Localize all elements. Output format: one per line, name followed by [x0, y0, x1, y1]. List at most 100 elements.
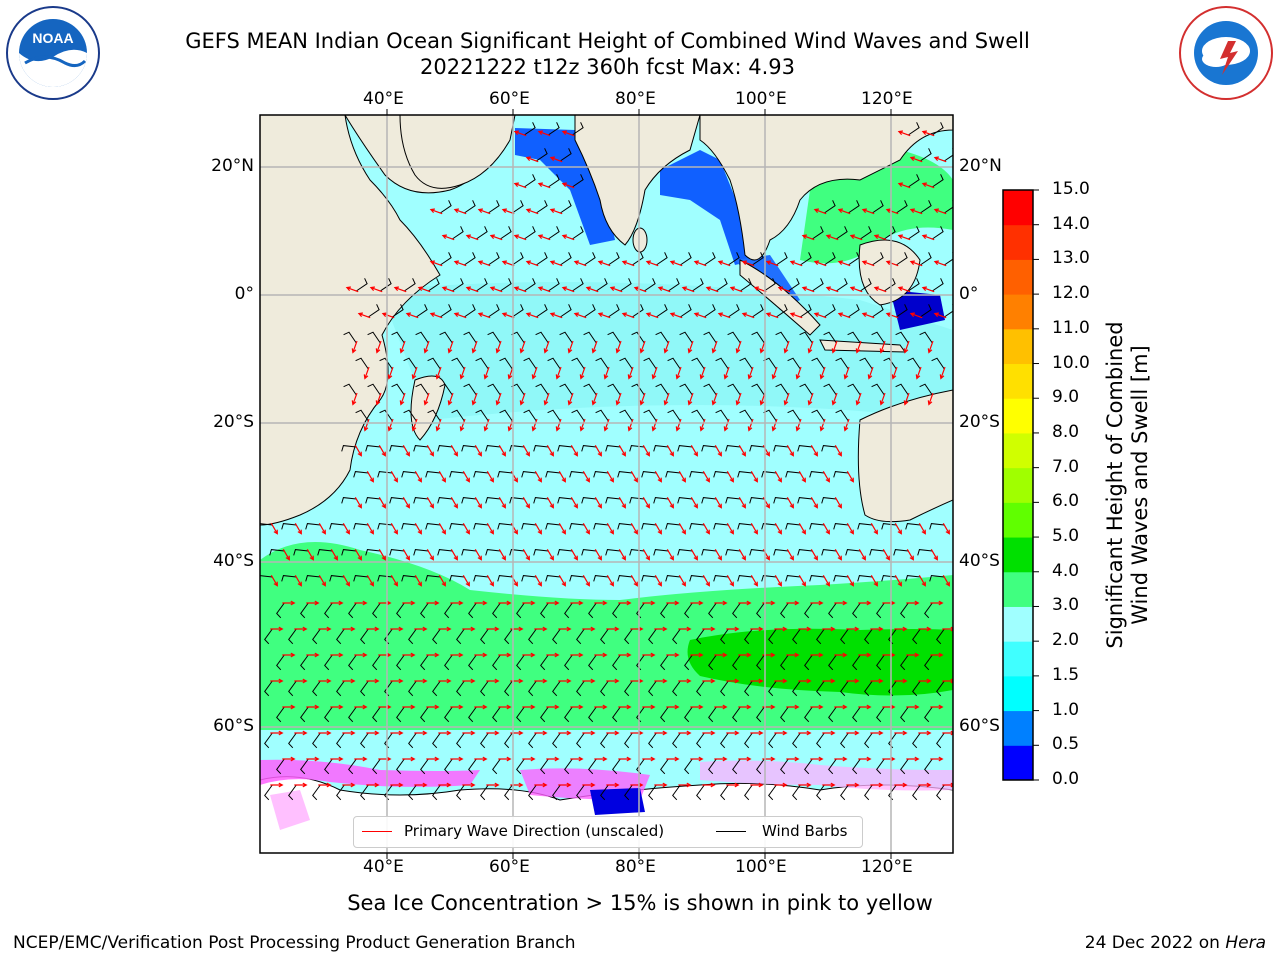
wave-arrow — [306, 549, 314, 561]
wave-legend-label: Primary Wave Direction (unscaled) — [404, 822, 665, 840]
wind-barb — [908, 226, 920, 240]
wave-arrow — [861, 260, 875, 267]
wind-barb — [509, 549, 525, 556]
wave-arrow — [549, 312, 563, 319]
wind-barb — [593, 471, 609, 478]
lat-tick-right-4: 40°S — [959, 551, 1000, 571]
wave-arrow — [909, 208, 923, 215]
wind-barb — [677, 497, 693, 504]
wind-barb — [720, 628, 729, 645]
wave-arrow — [786, 756, 800, 762]
wind-barb — [276, 758, 285, 775]
wave-arrow — [414, 678, 428, 684]
wind-barb — [341, 497, 357, 504]
wind-barb — [440, 200, 452, 214]
wave-arrow — [714, 704, 728, 710]
wave-arrow — [873, 286, 887, 293]
wave-arrow — [558, 523, 566, 535]
wind-barb — [864, 732, 873, 749]
wave-arrow — [786, 600, 800, 606]
wave-arrow — [561, 286, 575, 293]
wave-arrow — [777, 286, 791, 293]
wind-barb — [665, 471, 681, 478]
wind-barb — [912, 628, 921, 645]
wave-arrow — [471, 340, 478, 354]
wave-arrow — [897, 182, 911, 189]
wind-barb — [944, 148, 953, 162]
wave-arrow — [474, 704, 488, 710]
wave-arrow — [918, 626, 932, 632]
wind-barb — [528, 680, 537, 697]
wave-arrow — [270, 782, 284, 788]
wave-arrow — [822, 626, 836, 632]
wave-arrow — [738, 652, 752, 658]
wave-arrow — [606, 575, 614, 587]
wind-barb — [336, 628, 345, 645]
wave-arrow — [810, 549, 818, 561]
wind-barb — [492, 654, 501, 671]
wind-barb — [600, 784, 609, 801]
wind-barb — [276, 706, 285, 723]
wave-arrow — [522, 549, 530, 561]
wave-arrow — [378, 756, 392, 762]
wind-barb — [600, 680, 609, 697]
colorbar-tick-label: 11.0 — [1052, 317, 1090, 338]
wind-barb — [492, 706, 501, 723]
wind-barb — [860, 226, 872, 240]
wave-arrow — [438, 678, 452, 684]
wave-arrow — [462, 730, 476, 736]
wind-barb — [847, 383, 861, 396]
wind-barb — [656, 252, 668, 266]
wave-arrow — [678, 471, 686, 483]
wave-arrow — [534, 678, 548, 684]
wind-barb — [533, 497, 549, 504]
wave-arrow — [651, 418, 658, 432]
wave-arrow — [894, 523, 902, 535]
wind-barb — [432, 784, 441, 801]
wave-arrow — [534, 782, 548, 788]
wind-barb — [811, 409, 825, 422]
wind-barb — [317, 549, 333, 556]
wind-barb — [696, 784, 705, 801]
wind-barb — [680, 304, 692, 318]
wind-barb — [677, 549, 693, 556]
wind-barb — [749, 497, 765, 504]
wave-arrow — [390, 523, 398, 535]
wave-arrow — [549, 260, 563, 267]
wind-barb — [524, 174, 536, 188]
wind-barb — [823, 331, 837, 344]
wave-arrow — [366, 575, 374, 587]
wave-arrow — [330, 704, 344, 710]
wave-arrow — [345, 286, 359, 293]
wave-arrow — [903, 340, 910, 354]
wave-arrow — [666, 756, 680, 762]
wave-arrow — [306, 600, 320, 606]
wind-barb — [324, 654, 333, 671]
wave-arrow — [426, 704, 440, 710]
wind-barb — [881, 575, 897, 582]
wave-arrow — [519, 392, 526, 406]
wave-arrow — [774, 471, 782, 483]
wind-barb — [884, 226, 896, 240]
wave-arrow — [726, 782, 740, 788]
wave-arrow — [906, 704, 920, 710]
wave-arrow — [843, 418, 850, 432]
wind-barb — [348, 758, 357, 775]
wave-arrow — [294, 626, 308, 632]
wind-barb — [672, 680, 681, 697]
wave-arrow — [618, 497, 626, 509]
wave-arrow — [438, 782, 452, 788]
wind-barb — [372, 706, 381, 723]
wind-barb — [440, 304, 452, 318]
wave-arrow — [813, 208, 827, 215]
wind-barb — [576, 784, 585, 801]
wave-arrow — [582, 626, 596, 632]
wave-arrow — [537, 234, 551, 241]
wave-arrow — [831, 392, 838, 406]
wind-barb — [920, 148, 932, 162]
wave-arrow — [771, 366, 778, 380]
wave-arrow — [810, 445, 818, 457]
wind-barb — [631, 331, 645, 344]
colorbar-tick-label: 6.0 — [1052, 491, 1080, 512]
